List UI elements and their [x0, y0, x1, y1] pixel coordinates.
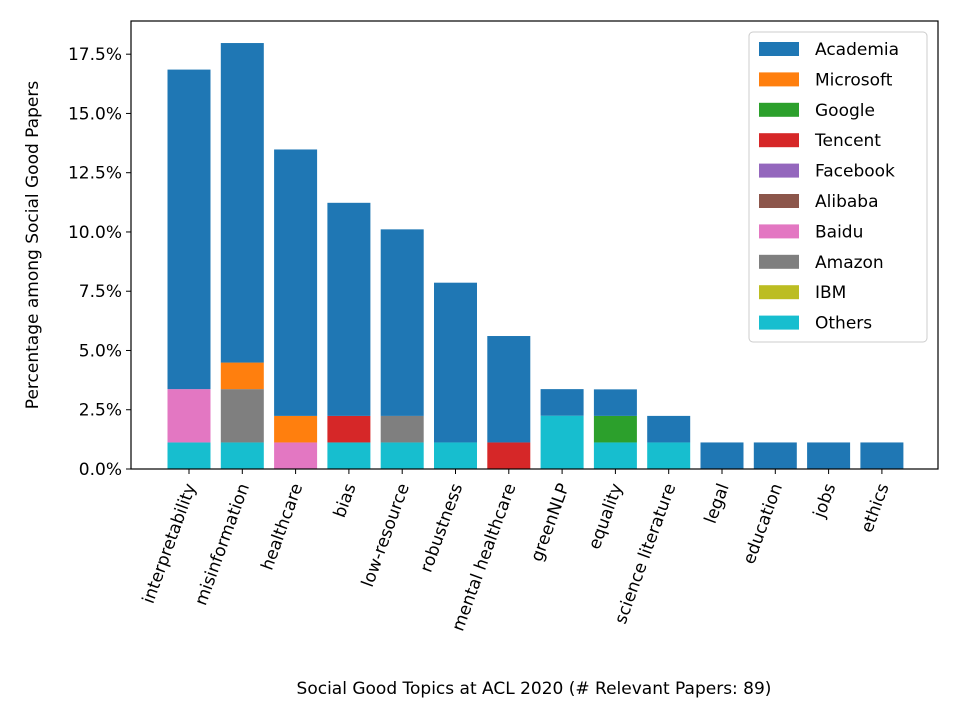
x-tick-label: misinformation — [191, 481, 254, 608]
legend-label-tencent: Tencent — [814, 131, 881, 151]
bar-others-science-literature — [647, 442, 691, 469]
bar-microsoft-healthcare — [274, 415, 318, 443]
x-tick-label: jobs — [809, 481, 840, 522]
bar-academia-interpretability — [167, 69, 211, 390]
bar-academia-mental-healthcare — [487, 336, 531, 443]
bar-others-bias — [327, 442, 371, 469]
y-tick-label: 5.0% — [79, 341, 122, 361]
bar-academia-robustness — [434, 282, 477, 443]
legend-swatch-amazon — [759, 254, 799, 269]
x-tick-label: education — [739, 481, 787, 567]
y-tick-label: 17.5% — [68, 45, 122, 65]
legend-label-academia: Academia — [815, 40, 899, 60]
bar-academia-low-resource — [380, 229, 424, 416]
bar-academia-greenNLP — [540, 389, 584, 416]
legend-swatch-others — [759, 315, 799, 330]
legend-label-others: Others — [815, 314, 872, 334]
x-tick-label: robustness — [417, 481, 468, 575]
legend-label-facebook: Facebook — [815, 162, 895, 182]
bar-baidu-interpretability — [167, 389, 211, 443]
legend-swatch-microsoft — [759, 72, 799, 87]
x-tick-label: interpretability — [139, 481, 201, 606]
legend-label-ibm: IBM — [815, 283, 846, 303]
bar-others-robustness — [434, 442, 477, 469]
legend-label-alibaba: Alibaba — [815, 192, 879, 212]
legend: Academia Microsoft Google Tencent Facebook Al… — [748, 31, 928, 343]
bar-academia-legal — [700, 442, 744, 469]
bar-amazon-misinformation — [220, 389, 264, 443]
bar-microsoft-misinformation — [220, 362, 264, 390]
bar-academia-jobs — [807, 442, 851, 469]
y-tick-label: 10.0% — [68, 223, 122, 243]
bars-layer — [167, 43, 904, 469]
bar-academia-education — [753, 442, 797, 469]
legend-label-amazon: Amazon — [815, 253, 884, 273]
y-axis-label: Percentage among Social Good Papers — [23, 81, 43, 410]
plot-frame — [130, 20, 939, 470]
y-tick-label: 15.0% — [68, 104, 122, 124]
bar-others-greenNLP — [540, 415, 584, 469]
bar-others-equality — [593, 442, 637, 469]
x-tick-label: low-resource — [358, 481, 414, 590]
x-tick-label: healthcare — [257, 481, 307, 573]
bar-google-equality — [593, 415, 637, 443]
x-tick-label: bias — [330, 481, 361, 521]
legend-swatch-baidu — [759, 224, 799, 239]
x-tick-label: ethics — [857, 481, 893, 536]
legend-label-google: Google — [815, 101, 875, 121]
y-tick-label: 0.0% — [79, 460, 122, 480]
legend-swatch-google — [759, 102, 799, 117]
bar-baidu-healthcare — [274, 442, 318, 469]
y-axis: 0.0% 2.5% 5.0% 7.5% 10.0% 12.5% 15.0% 17.5% — [68, 45, 131, 480]
y-tick-label: 7.5% — [79, 282, 122, 302]
bar-academia-healthcare — [274, 149, 318, 416]
bar-academia-misinformation — [220, 43, 264, 363]
legend-label-baidu: Baidu — [815, 222, 863, 242]
x-tick-label: legal — [701, 481, 734, 526]
legend-swatch-tencent — [759, 133, 799, 148]
legend-swatch-facebook — [759, 163, 799, 178]
x-tick-label: equality — [585, 481, 627, 552]
bar-academia-bias — [327, 202, 371, 416]
bar-tencent-mental-healthcare — [487, 442, 531, 469]
bar-others-low-resource — [380, 442, 424, 469]
legend-swatch-academia — [759, 42, 799, 56]
x-tick-label: greenNLP — [527, 481, 574, 564]
bar-academia-science-literature — [647, 415, 691, 443]
legend-label-microsoft: Microsoft — [815, 70, 893, 90]
bar-amazon-low-resource — [380, 415, 424, 443]
y-tick-label: 12.5% — [68, 164, 122, 184]
bar-others-interpretability — [167, 442, 211, 469]
bar-academia-equality — [593, 389, 637, 416]
y-tick-label: 2.5% — [79, 401, 122, 421]
bar-academia-ethics — [860, 442, 904, 469]
bar-tencent-bias — [327, 415, 371, 443]
bar-others-misinformation — [220, 442, 264, 469]
x-axis-label: Social Good Topics at ACL 2020 (# Releva… — [297, 679, 772, 699]
legend-swatch-alibaba — [759, 194, 799, 208]
legend-swatch-ibm — [759, 285, 799, 300]
